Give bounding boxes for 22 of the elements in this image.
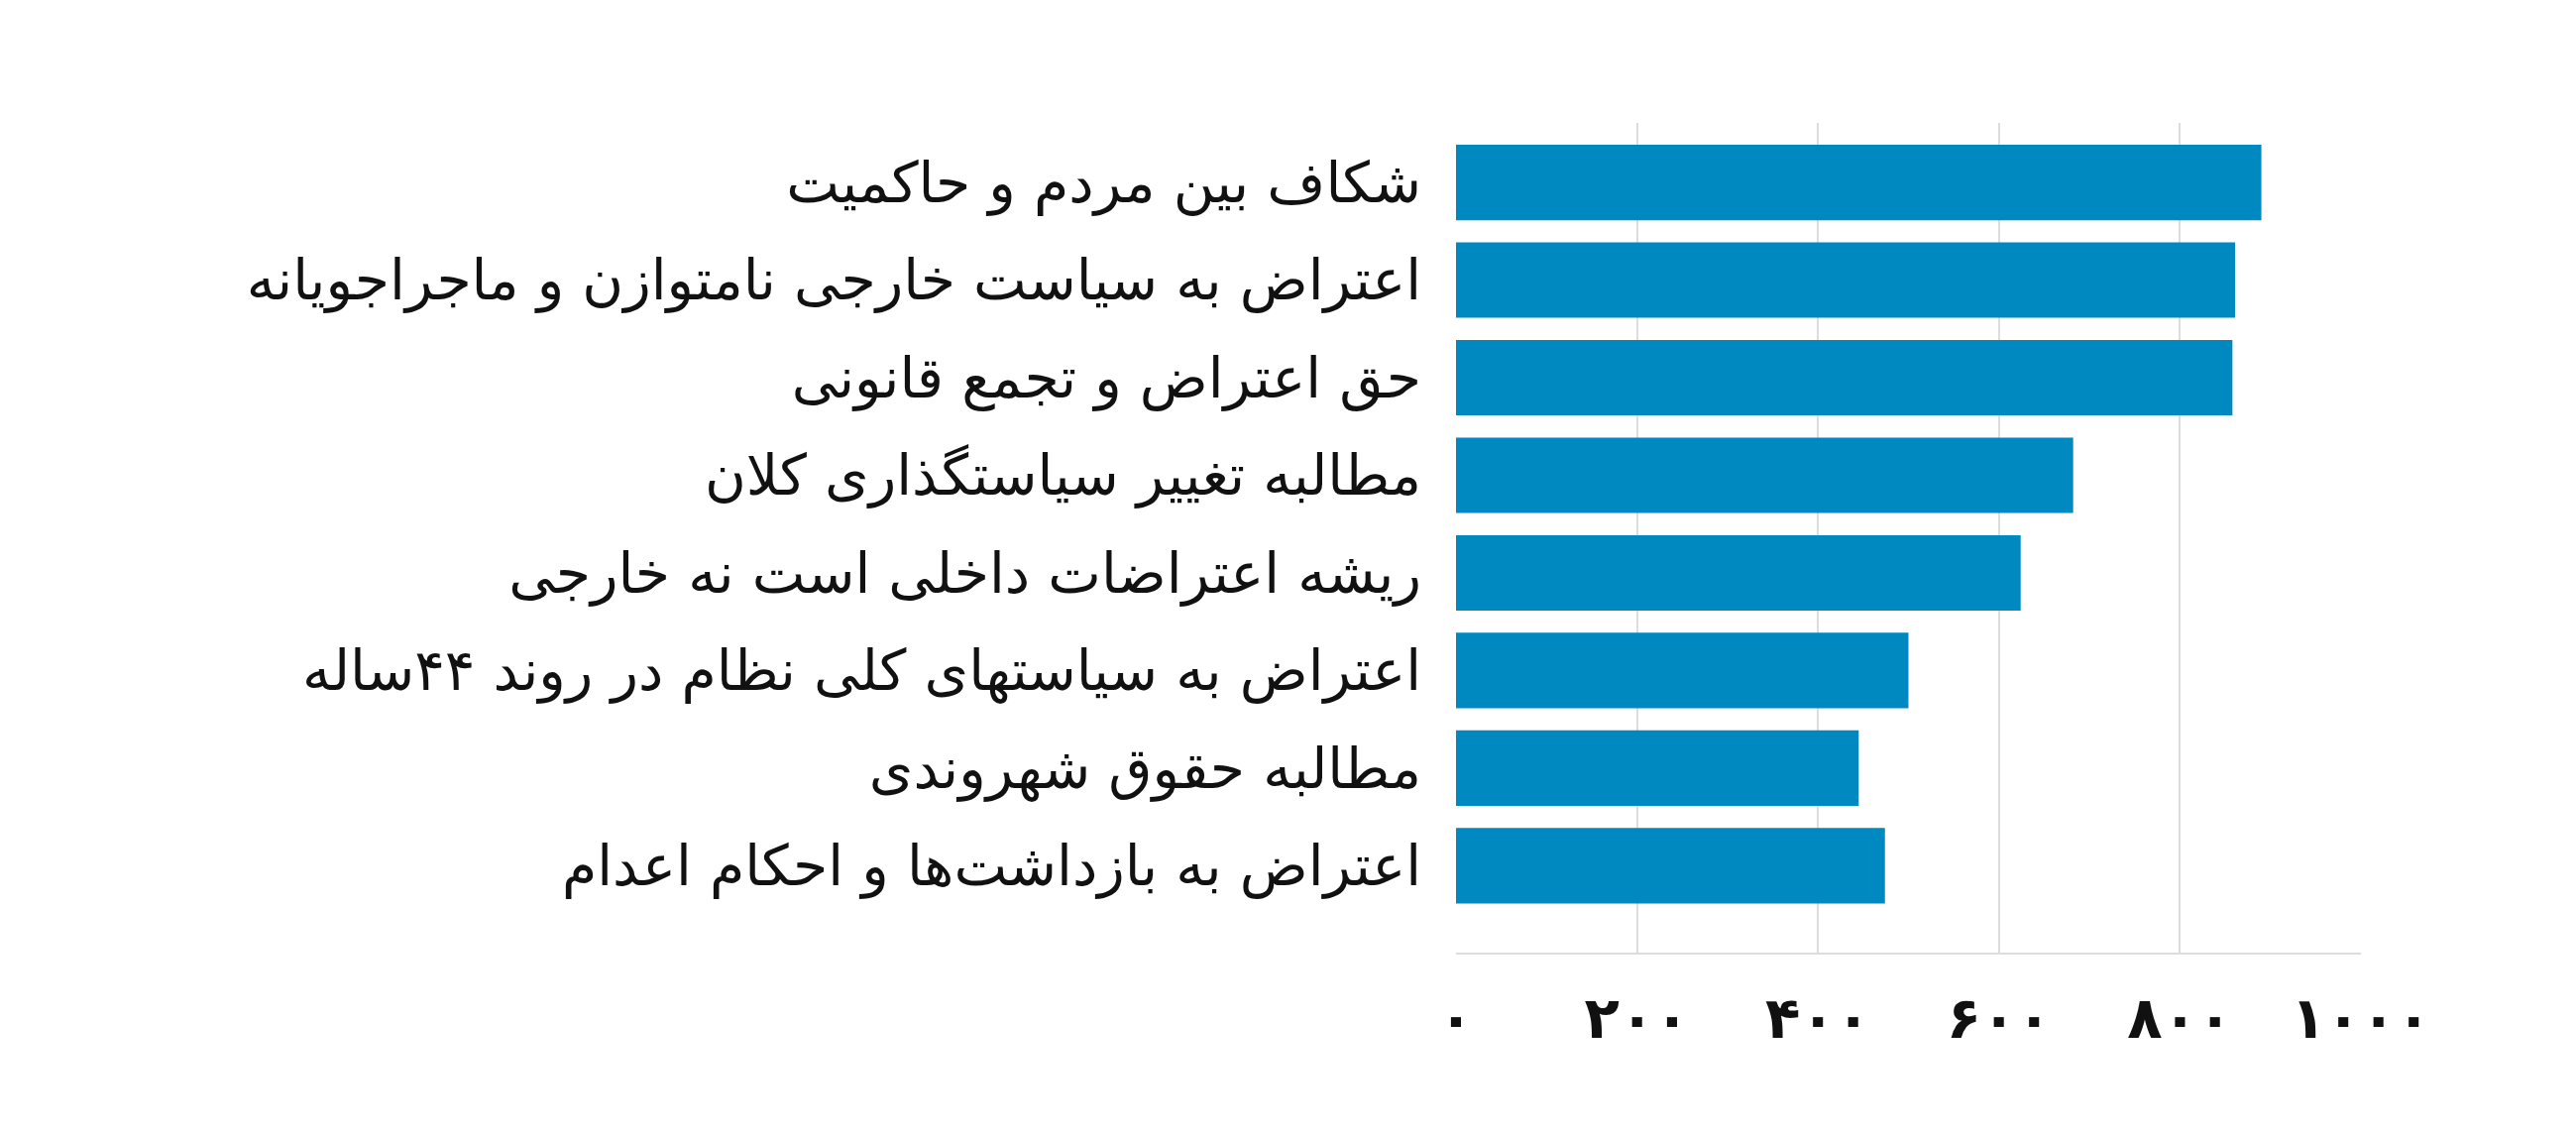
- bar: [1456, 437, 2073, 513]
- y-tick-label: مطالبه حقوق شهروندی: [868, 735, 1421, 802]
- bar: [1456, 242, 2236, 318]
- x-tick-label: ۴۰۰: [1765, 983, 1871, 1052]
- y-tick-label: مطالبه تغییر سیاستگذاری کلان: [704, 442, 1421, 510]
- x-tick-label: ۸۰۰: [2127, 983, 2233, 1052]
- y-tick-label: اعتراض به بازداشت‌ها و احکام اعدام: [561, 833, 1421, 900]
- x-tick-label: ۶۰۰: [1946, 983, 2052, 1052]
- bar: [1456, 339, 2233, 416]
- bar: [1456, 632, 1909, 709]
- x-tick-label: ۱۰۰۰: [2291, 983, 2431, 1052]
- y-tick-label: شکاف بین مردم و حاکمیت: [786, 150, 1421, 217]
- y-tick-label: ریشه اعتراضات داخلی است نه خارجی: [508, 539, 1421, 607]
- x-tick-label: ۰: [1438, 983, 1474, 1052]
- bar: [1456, 730, 1859, 806]
- bar: [1456, 145, 2262, 221]
- bar: [1456, 534, 2021, 612]
- x-tick-label: ۲۰۰: [1584, 983, 1690, 1052]
- bar: [1456, 828, 1885, 904]
- y-tick-label: اعتراض به سیاست خارجی نامتوازن و ماجراجویانه: [246, 247, 1421, 314]
- y-tick-label: حق اعتراض و تجمع قانونی: [791, 344, 1421, 411]
- y-tick-label: اعتراض به سیاستهای کلی نظام در روند ۴۴ساله: [302, 637, 1421, 705]
